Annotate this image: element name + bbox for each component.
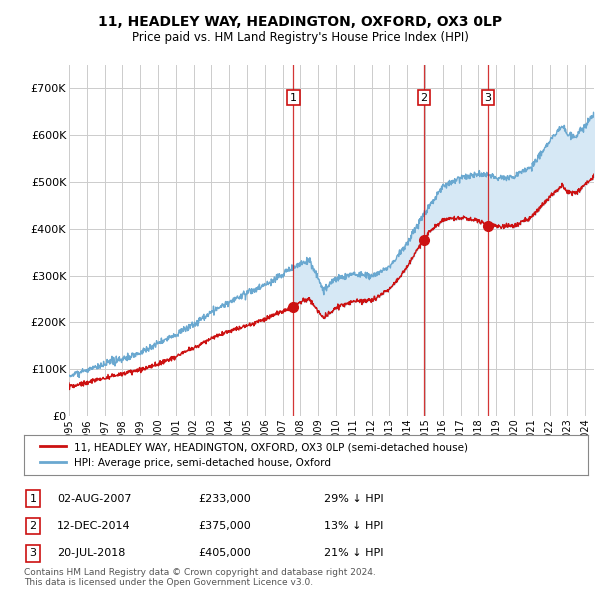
Text: £375,000: £375,000 [198, 522, 251, 531]
Text: 13% ↓ HPI: 13% ↓ HPI [324, 522, 383, 531]
Text: Price paid vs. HM Land Registry's House Price Index (HPI): Price paid vs. HM Land Registry's House … [131, 31, 469, 44]
Text: 1: 1 [29, 494, 37, 503]
Text: £233,000: £233,000 [198, 494, 251, 503]
Text: 1: 1 [290, 93, 297, 103]
Text: £405,000: £405,000 [198, 549, 251, 558]
Text: 02-AUG-2007: 02-AUG-2007 [57, 494, 131, 503]
Legend: 11, HEADLEY WAY, HEADINGTON, OXFORD, OX3 0LP (semi-detached house), HPI: Average: 11, HEADLEY WAY, HEADINGTON, OXFORD, OX3… [35, 437, 473, 473]
Text: 2: 2 [421, 93, 428, 103]
Text: 29% ↓ HPI: 29% ↓ HPI [324, 494, 383, 503]
Text: 11, HEADLEY WAY, HEADINGTON, OXFORD, OX3 0LP: 11, HEADLEY WAY, HEADINGTON, OXFORD, OX3… [98, 15, 502, 29]
Text: 21% ↓ HPI: 21% ↓ HPI [324, 549, 383, 558]
Text: 2: 2 [29, 522, 37, 531]
Text: 20-JUL-2018: 20-JUL-2018 [57, 549, 125, 558]
Text: 12-DEC-2014: 12-DEC-2014 [57, 522, 131, 531]
Text: 3: 3 [29, 549, 37, 558]
Text: 3: 3 [485, 93, 491, 103]
Text: Contains HM Land Registry data © Crown copyright and database right 2024.
This d: Contains HM Land Registry data © Crown c… [24, 568, 376, 587]
